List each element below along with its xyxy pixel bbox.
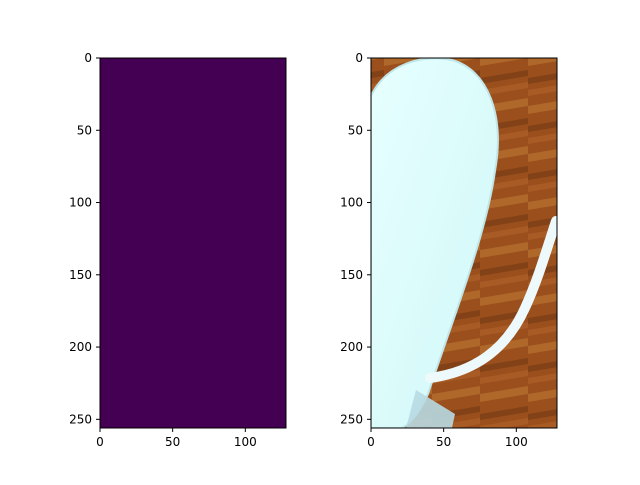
right-y-tick-label-5: 250 xyxy=(340,412,363,426)
right-y-tick-label-0: 0 xyxy=(355,51,363,65)
right-bottom-highlight xyxy=(406,390,455,428)
left-y-tick-label-5: 250 xyxy=(69,412,92,426)
right-panel: 0 50 100 0 50 100 150 200 250 xyxy=(340,51,558,449)
right-x-tick-label-2: 100 xyxy=(505,435,528,449)
left-ticks: 0 50 100 0 50 100 150 200 250 xyxy=(69,51,257,449)
left-y-tick-label-4: 200 xyxy=(69,340,92,354)
left-y-tick-label-2: 100 xyxy=(69,196,92,210)
left-y-tick-label-1: 50 xyxy=(77,123,92,137)
right-x-tick-label-1: 50 xyxy=(436,435,451,449)
left-y-tick-label-0: 0 xyxy=(84,51,92,65)
left-x-tick-label-2: 100 xyxy=(234,435,257,449)
right-axes-frame xyxy=(370,57,558,429)
left-x-tick-label-1: 50 xyxy=(165,435,180,449)
left-y-tick-label-3: 150 xyxy=(69,268,92,282)
right-ticks: 0 50 100 0 50 100 150 200 250 xyxy=(340,51,528,449)
right-y-tick-label-1: 50 xyxy=(348,123,363,137)
right-image xyxy=(371,58,557,428)
left-image xyxy=(100,58,286,428)
right-y-tick-label-2: 100 xyxy=(340,196,363,210)
left-x-tick-label-0: 0 xyxy=(96,435,104,449)
left-panel: 0 50 100 0 50 100 150 200 250 xyxy=(69,51,287,449)
right-y-tick-label-4: 200 xyxy=(340,340,363,354)
right-x-tick-label-0: 0 xyxy=(367,435,375,449)
left-axes-frame xyxy=(99,57,287,429)
right-y-tick-label-3: 150 xyxy=(340,268,363,282)
right-curved-stripe xyxy=(425,216,557,383)
